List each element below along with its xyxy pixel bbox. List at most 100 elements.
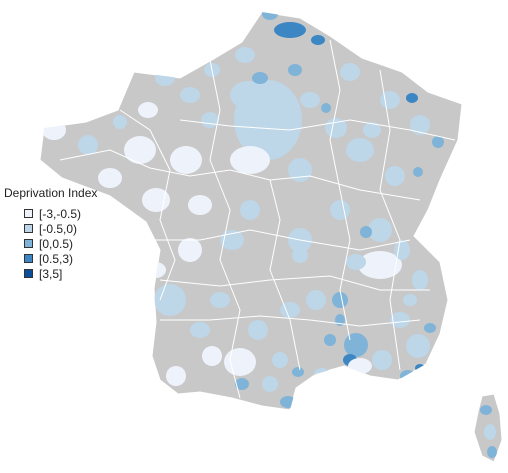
legend-label: [-3,-0.5) bbox=[39, 206, 82, 221]
region-blob bbox=[230, 81, 266, 109]
region-blob bbox=[406, 334, 430, 358]
region-blob bbox=[380, 91, 400, 109]
region-blob bbox=[272, 352, 288, 368]
department-border bbox=[119, 109, 176, 301]
region-blob bbox=[432, 136, 444, 148]
mainland-france bbox=[39, 11, 463, 411]
department-border bbox=[150, 229, 411, 251]
region-blob bbox=[400, 370, 416, 382]
legend-label: [-0.5,0) bbox=[39, 221, 78, 236]
region-blob bbox=[201, 112, 219, 128]
region-blob bbox=[235, 378, 249, 390]
region-blob bbox=[360, 226, 372, 238]
region-blob bbox=[210, 292, 230, 308]
region-blob bbox=[170, 146, 202, 174]
department-border bbox=[269, 179, 301, 371]
legend-label: [0.5,3) bbox=[39, 251, 74, 266]
region-blob bbox=[235, 47, 255, 63]
region-blob bbox=[190, 322, 210, 338]
department-border bbox=[159, 275, 430, 291]
region-blob bbox=[346, 138, 374, 162]
legend-item: [0.5,3) bbox=[24, 251, 97, 266]
corsica-regions bbox=[480, 405, 497, 458]
region-blob bbox=[224, 348, 256, 376]
region-blob bbox=[288, 158, 312, 182]
legend-label: [3,5] bbox=[39, 266, 63, 281]
region-blob bbox=[368, 218, 392, 242]
region-blob bbox=[248, 320, 268, 340]
region-blob bbox=[78, 135, 98, 155]
department-borders bbox=[59, 39, 456, 399]
region-blob bbox=[330, 200, 350, 220]
legend-item: [-3,-0.5) bbox=[24, 206, 97, 221]
region-blob bbox=[311, 35, 325, 45]
region-blob bbox=[188, 195, 212, 215]
region-blob bbox=[178, 238, 202, 262]
region-blob bbox=[146, 262, 166, 278]
region-blob bbox=[484, 424, 496, 440]
region-blob bbox=[346, 254, 366, 270]
region-blob bbox=[487, 446, 497, 458]
region-blob bbox=[372, 350, 392, 370]
region-blob bbox=[262, 12, 278, 20]
region-blob bbox=[240, 200, 260, 220]
region-blob bbox=[274, 22, 306, 38]
legend-swatch bbox=[24, 269, 33, 278]
region-blob bbox=[252, 72, 268, 84]
department-border bbox=[179, 119, 456, 141]
region-blob bbox=[155, 70, 175, 86]
region-blob bbox=[230, 146, 270, 174]
region-blob bbox=[113, 115, 127, 129]
region-blob bbox=[166, 366, 186, 386]
region-blob bbox=[410, 115, 430, 135]
region-blob bbox=[292, 247, 308, 263]
region-blob bbox=[480, 405, 492, 415]
legend-swatch bbox=[24, 209, 33, 218]
legend-title: Deprivation Index bbox=[4, 186, 98, 200]
region-blob bbox=[424, 323, 436, 333]
legend-item: [3,5] bbox=[24, 266, 97, 281]
legend: Deprivation Index [-3,-0.5) [-0.5,0) [0,… bbox=[4, 186, 97, 281]
region-blob bbox=[348, 358, 372, 374]
region-blob bbox=[358, 251, 402, 279]
region-blob bbox=[292, 367, 304, 377]
region-blob bbox=[385, 166, 405, 186]
region-blob bbox=[202, 346, 222, 366]
region-blob bbox=[413, 167, 423, 177]
region-blob bbox=[138, 102, 158, 118]
region-blob bbox=[280, 302, 300, 318]
region-blob bbox=[180, 87, 200, 103]
region-blob bbox=[98, 168, 122, 188]
region-blob bbox=[42, 120, 66, 140]
legend-label: [0,0.5) bbox=[39, 236, 74, 251]
region-blob bbox=[262, 376, 278, 392]
legend-swatch bbox=[24, 224, 33, 233]
region-blob bbox=[403, 294, 417, 306]
region-blob bbox=[324, 334, 336, 346]
region-blob bbox=[332, 292, 348, 308]
department-border bbox=[379, 69, 401, 371]
department-border bbox=[160, 315, 421, 327]
region-blob bbox=[124, 136, 156, 164]
region-blob bbox=[306, 290, 326, 310]
legend-swatch bbox=[24, 254, 33, 263]
legend-item: [0,0.5) bbox=[24, 236, 97, 251]
region-blob bbox=[390, 312, 410, 328]
region-blob bbox=[363, 122, 381, 138]
region-blob bbox=[340, 63, 360, 81]
corsica bbox=[473, 393, 503, 463]
region-blob bbox=[321, 103, 331, 113]
department-border bbox=[329, 39, 351, 341]
region-blob bbox=[288, 64, 302, 76]
region-blob bbox=[154, 284, 186, 316]
region-blob bbox=[406, 93, 418, 103]
legend-item: [-0.5,0) bbox=[24, 221, 97, 236]
deprivation-regions bbox=[42, 12, 444, 408]
region-blob bbox=[344, 333, 368, 357]
region-blob bbox=[412, 270, 428, 290]
legend-swatch bbox=[24, 239, 33, 248]
region-blob bbox=[300, 92, 320, 108]
department-border bbox=[59, 149, 421, 201]
